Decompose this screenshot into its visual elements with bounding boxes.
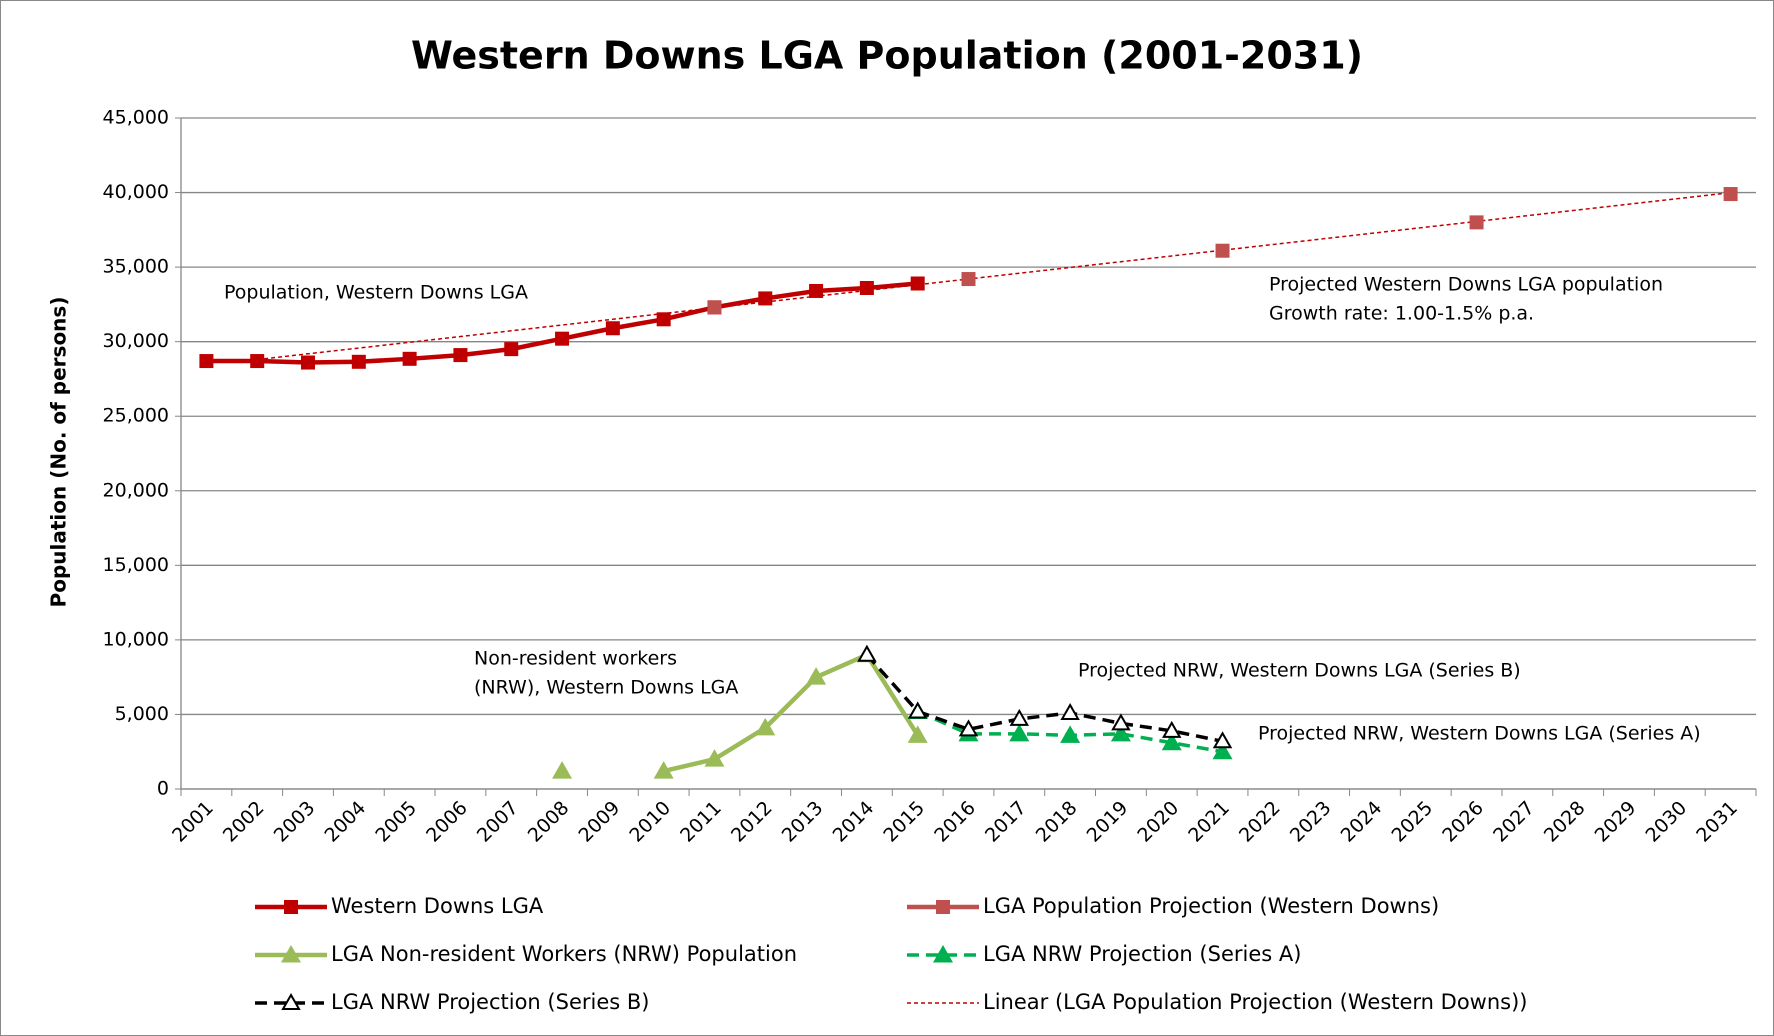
data-point bbox=[653, 761, 674, 779]
data-point bbox=[859, 280, 874, 295]
data-point bbox=[453, 348, 468, 363]
data-point bbox=[907, 725, 928, 743]
data-point bbox=[1162, 720, 1182, 738]
legend-marker bbox=[933, 945, 953, 963]
data-point bbox=[958, 719, 979, 737]
y-tick-label: 0 bbox=[157, 778, 169, 800]
annotation: Projected NRW, Western Downs LGA (Series… bbox=[1258, 723, 1701, 745]
data-point bbox=[1060, 702, 1080, 720]
annotation: Projected NRW, Western Downs LGA (Series… bbox=[1078, 660, 1521, 682]
data-point bbox=[1009, 723, 1030, 742]
chart-title: Western Downs LGA Population (2001-2031) bbox=[411, 34, 1363, 78]
data-point bbox=[1111, 713, 1131, 731]
y-tick-label: 40,000 bbox=[103, 181, 169, 203]
annotation: Non-resident workers bbox=[474, 648, 677, 670]
y-tick-label: 45,000 bbox=[103, 107, 169, 129]
data-point bbox=[857, 644, 877, 662]
data-point bbox=[704, 749, 725, 767]
legend-label: LGA Population Projection (Western Downs… bbox=[983, 894, 1439, 918]
data-point bbox=[707, 300, 722, 315]
data-point bbox=[1009, 708, 1030, 726]
data-point bbox=[907, 701, 928, 719]
data-point bbox=[605, 321, 620, 336]
data-point bbox=[504, 342, 519, 357]
data-point bbox=[351, 354, 366, 369]
legend-label: LGA NRW Projection (Series A) bbox=[983, 942, 1301, 966]
legend-label: LGA NRW Projection (Series B) bbox=[331, 990, 649, 1014]
data-point bbox=[1469, 215, 1484, 230]
legend-marker bbox=[281, 945, 301, 963]
data-point bbox=[809, 283, 824, 298]
y-tick-label: 10,000 bbox=[103, 628, 169, 650]
data-point bbox=[1161, 732, 1182, 751]
y-tick-label: 30,000 bbox=[103, 330, 169, 352]
legend-marker bbox=[281, 992, 301, 1010]
annotation: (NRW), Western Downs LGA bbox=[474, 677, 738, 699]
series-line bbox=[257, 191, 1731, 361]
y-tick-label: 15,000 bbox=[103, 554, 169, 576]
data-point bbox=[656, 312, 671, 327]
data-point bbox=[806, 667, 827, 685]
data-point bbox=[755, 717, 776, 736]
y-tick-label: 20,000 bbox=[103, 479, 169, 501]
data-point bbox=[301, 355, 316, 370]
legend-marker bbox=[284, 900, 298, 914]
data-point bbox=[402, 351, 417, 366]
data-point bbox=[910, 276, 925, 291]
data-point bbox=[250, 354, 265, 369]
annotation: Growth rate: 1.00-1.5% p.a. bbox=[1269, 303, 1534, 325]
series-line bbox=[865, 653, 1223, 743]
annotation: Projected Western Downs LGA population bbox=[1269, 274, 1663, 296]
data-point bbox=[199, 354, 214, 369]
legend-label: Western Downs LGA bbox=[331, 894, 544, 918]
data-point bbox=[1060, 725, 1081, 743]
y-tick-label: 35,000 bbox=[103, 256, 169, 278]
legend-label: Linear (LGA Population Projection (Weste… bbox=[983, 990, 1528, 1014]
data-point bbox=[1215, 243, 1230, 258]
y-tick-label: 25,000 bbox=[103, 405, 169, 427]
data-point bbox=[1212, 731, 1233, 749]
data-point bbox=[1110, 723, 1131, 742]
legend-label: LGA Non-resident Workers (NRW) Populatio… bbox=[331, 942, 797, 966]
annotation: Population, Western Downs LGA bbox=[224, 282, 528, 304]
data-point bbox=[1212, 741, 1233, 760]
data-point bbox=[555, 331, 570, 346]
series-line bbox=[663, 652, 920, 774]
y-tick-label: 5,000 bbox=[115, 703, 169, 725]
data-point bbox=[961, 272, 976, 287]
data-point bbox=[1723, 187, 1738, 202]
y-axis-label: Population (No. of persons) bbox=[47, 297, 71, 608]
legend-marker bbox=[936, 900, 950, 914]
data-point bbox=[758, 291, 773, 306]
data-point bbox=[552, 761, 573, 779]
